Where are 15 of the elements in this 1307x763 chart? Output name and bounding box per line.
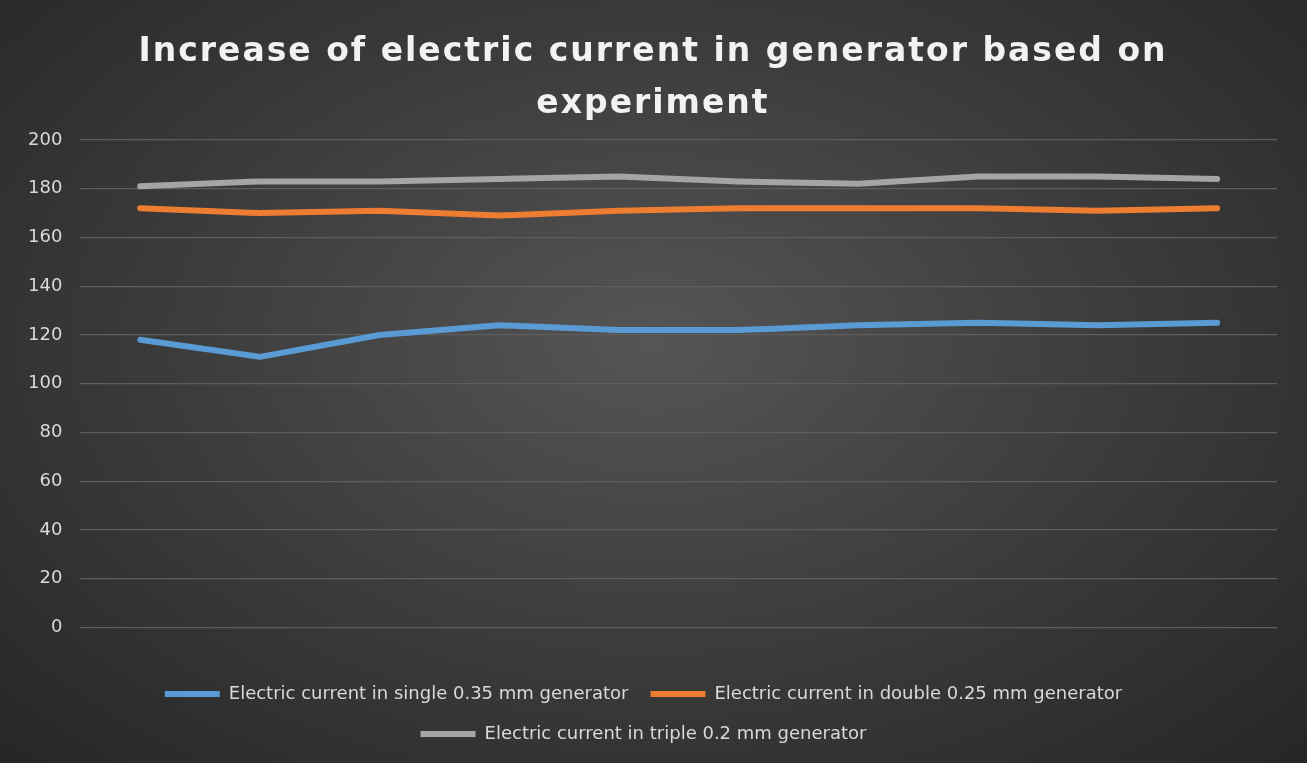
legend-label: Electric current in triple 0.2 mm generator [484, 721, 868, 743]
y-tick-label: 140 [28, 273, 63, 295]
y-tick-label: 200 [28, 127, 63, 149]
legend-label: Electric current in single 0.35 mm generator [228, 681, 630, 703]
legend-label: Electric current in double 0.25 mm generator [714, 681, 1123, 703]
y-tick-label: 20 [39, 566, 63, 588]
y-tick-label: 40 [39, 517, 63, 539]
y-tick-label: 160 [28, 225, 63, 247]
y-tick-label: 180 [28, 176, 63, 198]
y-tick-label: 60 [39, 468, 63, 490]
y-tick-label: 80 [39, 420, 63, 442]
chart-title: Increase of electric current in generator based on experiment [137, 29, 1169, 123]
y-tick-label: 0 [50, 615, 63, 637]
y-tick-label: 120 [28, 322, 63, 344]
y-tick-label: 100 [28, 371, 63, 393]
